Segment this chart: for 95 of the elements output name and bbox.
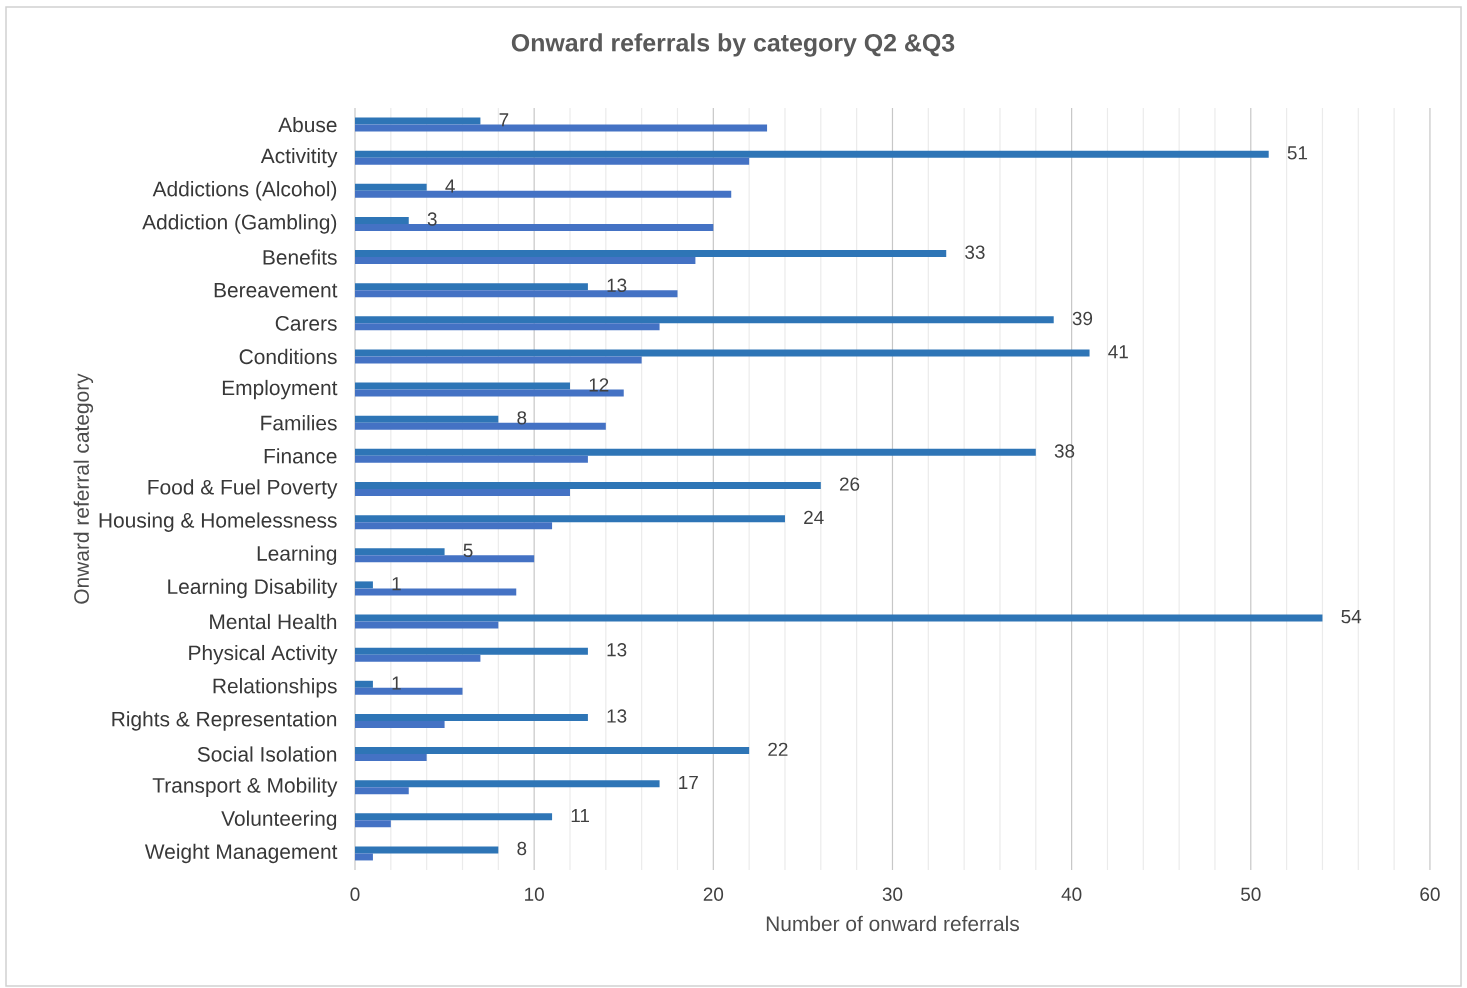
y-tick-label: Benefits: [263, 249, 337, 265]
y-tick-label: Social Isolation: [197, 746, 337, 762]
bar: [355, 257, 696, 265]
y-tick-label: Employment: [222, 379, 338, 400]
bar: [355, 515, 785, 523]
bar: [355, 548, 445, 556]
bar: [355, 415, 499, 423]
bar: [355, 846, 499, 854]
x-tick-label: 30: [882, 887, 903, 901]
y-axis-title: Onward referral category: [73, 373, 94, 604]
bar: [355, 489, 570, 496]
bar: [355, 323, 660, 331]
bar: [355, 250, 947, 258]
y-tick-label: Bereavement: [214, 282, 338, 298]
bar: [355, 356, 642, 364]
bar: [355, 555, 535, 563]
bar: [355, 216, 409, 224]
data-label: 54: [1341, 610, 1362, 624]
bar: [355, 183, 427, 191]
y-tick-label: Families: [261, 415, 337, 431]
bar: [355, 290, 678, 298]
data-label: 13: [607, 709, 627, 723]
data-label: 17: [679, 775, 698, 789]
data-label: 1: [392, 577, 401, 591]
bar: [355, 647, 588, 655]
bar: [355, 654, 481, 662]
bar: [355, 780, 660, 788]
data-label: 7: [499, 113, 509, 127]
bar: [355, 482, 821, 489]
y-tick-label: Housing & Homelessness: [99, 512, 337, 532]
y-tick-label: Addictions (Alcohol): [152, 181, 337, 201]
y-tick-label: Food & Fuel Poverty: [148, 479, 338, 499]
x-tick-label: 10: [525, 887, 544, 901]
bar: [355, 754, 427, 762]
y-tick-label: Conditions: [239, 348, 337, 365]
x-tick-label: 40: [1061, 887, 1082, 901]
bar: [355, 117, 481, 125]
bar: [355, 853, 373, 861]
y-tick-label: Weight Management: [144, 843, 338, 864]
data-label: 11: [571, 809, 589, 823]
chart-title: Onward referrals by category Q2 &Q3: [511, 33, 955, 57]
data-label: 24: [804, 510, 824, 524]
y-tick-label: Relationships: [213, 678, 337, 698]
y-tick-label: Volunteering: [221, 810, 337, 831]
data-label: 41: [1108, 345, 1128, 359]
bar: [355, 316, 1054, 324]
data-label: 38: [1054, 444, 1075, 458]
bar: [355, 283, 588, 291]
x-tick-label: 20: [703, 887, 724, 901]
bar: [355, 820, 391, 828]
x-tick-label: 0: [350, 887, 360, 901]
data-label: 5: [463, 543, 473, 558]
y-tick-label: Activitity: [260, 147, 338, 168]
bar: [355, 720, 445, 728]
data-label: 8: [517, 411, 527, 425]
bar: [355, 813, 553, 821]
data-label: 3: [427, 212, 437, 226]
y-tick-label: Transport & Mobility: [152, 777, 338, 797]
data-label: 33: [965, 245, 985, 259]
bar: [355, 614, 1323, 622]
data-label: 8: [517, 841, 527, 856]
data-label: 39: [1072, 311, 1093, 326]
x-tick-label: 50: [1241, 887, 1261, 901]
bar: [355, 455, 588, 463]
x-tick-label: 60: [1420, 887, 1440, 901]
y-tick-label: Learning Disability: [168, 578, 338, 599]
data-label: 13: [607, 278, 627, 293]
bar: [355, 382, 570, 390]
data-label: 1: [392, 676, 401, 690]
y-tick-label: Abuse: [278, 116, 337, 133]
y-tick-label: Finance: [264, 448, 337, 464]
bar: [355, 581, 373, 589]
data-label: 13: [607, 643, 627, 657]
bar: [355, 448, 1036, 456]
y-tick-label: Mental Health: [210, 613, 337, 630]
y-tick-label: Carers: [275, 315, 337, 331]
data-label: 12: [589, 378, 609, 392]
y-tick-label: Physical Activity: [189, 644, 338, 665]
data-label: 22: [768, 742, 788, 756]
bar: [355, 522, 553, 530]
bar: [355, 349, 1090, 357]
data-label: 26: [839, 477, 860, 491]
bar: [355, 787, 409, 795]
bar: [355, 621, 499, 629]
y-tick-label: Addiction (Gambling): [142, 214, 337, 234]
y-tick-label: Rights & Representation: [112, 711, 337, 731]
bar: [355, 150, 1269, 158]
data-label: 51: [1287, 146, 1308, 160]
x-axis-title: Number of onward referrals: [766, 915, 1019, 932]
bar: [355, 747, 750, 755]
bar: [355, 713, 588, 721]
bar: [355, 157, 750, 165]
data-label: 4: [445, 179, 455, 193]
bar: [355, 680, 373, 688]
y-tick-label: Learning: [257, 545, 337, 566]
